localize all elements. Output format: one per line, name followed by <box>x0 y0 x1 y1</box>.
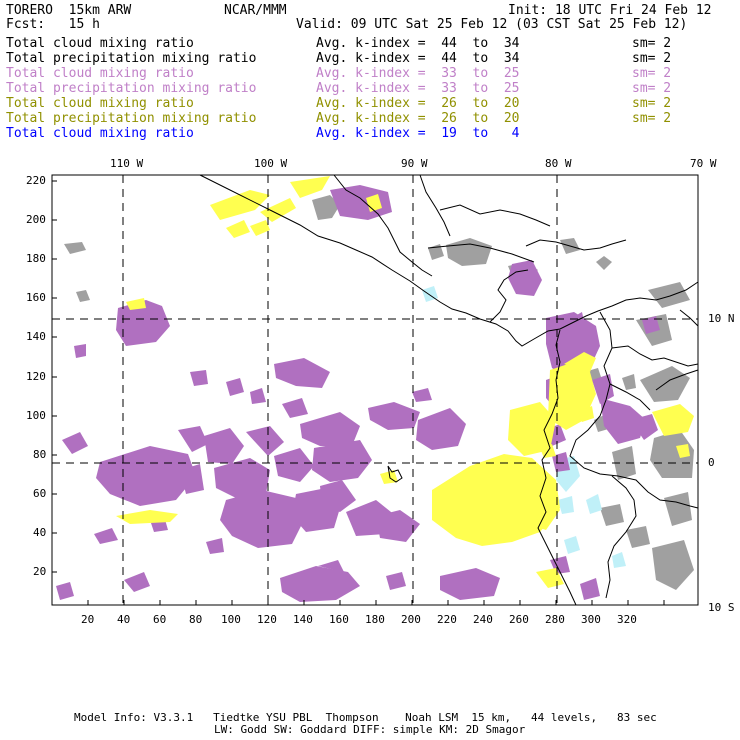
y-index-label: 20 <box>33 565 47 578</box>
legend-sm: sm= 2 <box>632 81 672 96</box>
y-index-label: 140 <box>26 330 46 343</box>
y-index-label: 100 <box>26 409 46 422</box>
x-index-label: 80 <box>189 613 203 626</box>
y-index-label: 220 <box>26 174 46 187</box>
lon-label: 80 W <box>545 157 572 170</box>
physics-info: LW: Godd SW: Goddard DIFF: simple KM: 2D… <box>214 723 526 736</box>
left-ticks <box>52 180 57 573</box>
legend-index: Avg. k-index = 26 to 20 <box>316 96 520 111</box>
valid-time: Valid: 09 UTC Sat 25 Feb 12 (03 CST Sat … <box>296 17 688 32</box>
lon-label: 90 W <box>401 157 428 170</box>
forecast-hour: Fcst: 15 h <box>6 17 100 32</box>
x-index-label: 280 <box>545 613 565 626</box>
org-label: NCAR/MMM <box>224 3 287 18</box>
legend-row: Total cloud mixing ratio <box>6 36 194 51</box>
y-index-label: 160 <box>26 291 46 304</box>
lat-label: 10 N <box>708 312 735 325</box>
x-index-label: 20 <box>81 613 95 626</box>
x-index-label: 40 <box>117 613 131 626</box>
y-index-label: 120 <box>26 370 46 383</box>
y-index-label: 40 <box>33 526 47 539</box>
x-index-label: 240 <box>473 613 493 626</box>
lon-label: 100 W <box>254 157 288 170</box>
lon-label: 110 W <box>110 157 144 170</box>
x-index-label: 180 <box>365 613 385 626</box>
x-index-label: 320 <box>617 613 637 626</box>
x-index-label: 260 <box>509 613 529 626</box>
lat-label: 10 S <box>708 601 735 614</box>
x-index-label: 220 <box>437 613 457 626</box>
model-info: Model Info: V3.3.1 Tiedtke YSU PBL Thomp… <box>74 711 657 724</box>
x-index-label: 300 <box>581 613 601 626</box>
y-index-label: 180 <box>26 252 46 265</box>
legend-index: Avg. k-index = 19 to 4 <box>316 126 520 141</box>
legend-row: Total precipitation mixing ratio <box>6 111 257 126</box>
legend-sm: sm= 2 <box>632 66 672 81</box>
x-index-label: 160 <box>329 613 349 626</box>
legend-sm: sm= 2 <box>632 36 672 51</box>
bottom-ticks <box>87 600 665 605</box>
legend-index: Avg. k-index = 26 to 20 <box>316 111 520 126</box>
lat-label: 0 <box>708 456 715 469</box>
x-index-label: 200 <box>401 613 421 626</box>
init-time: Init: 18 UTC Fri 24 Feb 12 <box>508 3 712 18</box>
lon-label: 70 W <box>690 157 717 170</box>
y-index-label: 200 <box>26 213 46 226</box>
legend-row: Total cloud mixing ratio <box>6 96 194 111</box>
legend-row: Total precipitation mixing ratio <box>6 51 257 66</box>
legend-sm: sm= 2 <box>632 51 672 66</box>
legend-sm: sm= 2 <box>632 96 672 111</box>
x-index-label: 60 <box>153 613 167 626</box>
x-index-label: 120 <box>257 613 277 626</box>
map-frame <box>51 174 699 606</box>
legend-row: Total cloud mixing ratio <box>6 126 194 141</box>
x-index-label: 100 <box>221 613 241 626</box>
legend-sm: sm= 2 <box>632 111 672 126</box>
legend-index: Avg. k-index = 33 to 25 <box>316 66 520 81</box>
legend-index: Avg. k-index = 33 to 25 <box>316 81 520 96</box>
x-index-label: 140 <box>293 613 313 626</box>
model-title: TORERO 15km ARW <box>6 3 132 18</box>
y-index-label: 80 <box>33 448 47 461</box>
yellow-cloud-fields <box>116 176 694 588</box>
legend-row: Total cloud mixing ratio <box>6 66 194 81</box>
legend-row: Total precipitation mixing ratio <box>6 81 257 96</box>
purple-cloud-fields <box>56 185 660 602</box>
y-index-label: 60 <box>33 487 47 500</box>
legend-index: Avg. k-index = 44 to 34 <box>316 51 520 66</box>
lat-lon-grid <box>52 175 698 605</box>
legend-index: Avg. k-index = 44 to 34 <box>316 36 520 51</box>
